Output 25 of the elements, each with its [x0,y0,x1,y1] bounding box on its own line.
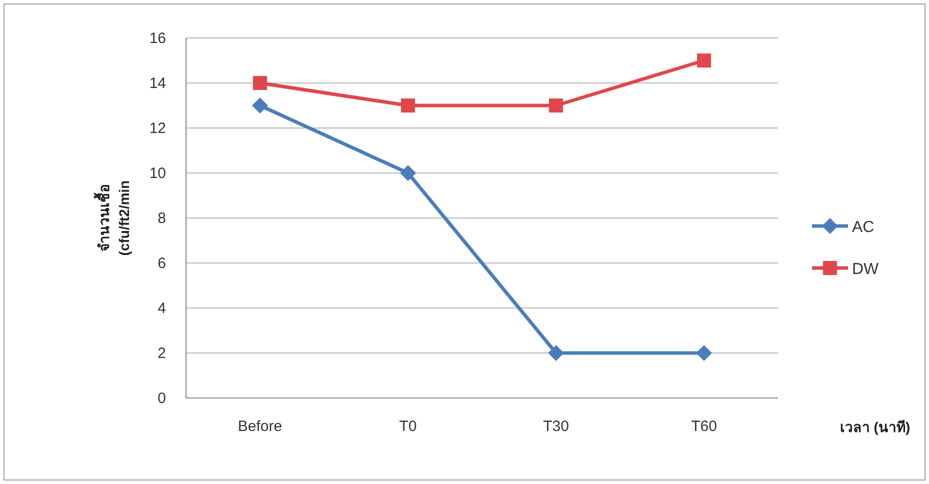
x-axis-title: เวลา (นาที) [840,419,910,435]
x-tick-label: T60 [691,418,717,435]
y-tick-label: 0 [158,390,166,407]
y-tick-label: 12 [149,120,166,137]
point [400,165,416,181]
x-tick-label: T0 [399,418,417,435]
point [697,54,711,68]
y-tick-label: 8 [158,210,166,227]
point [548,345,564,361]
y-tick-label: 4 [158,300,166,317]
point [253,76,267,90]
x-tick-label: Before [238,418,282,435]
y-tick-label: 16 [149,30,166,47]
point [252,98,268,114]
y-axis-title: จำนวนเชื้อ (cfu/ft2/min [93,180,132,256]
point [549,98,563,112]
y-tick-label: 2 [158,345,166,362]
legend-label: AC [852,219,874,236]
legend-label: DW [852,261,880,278]
point [696,345,712,361]
y-tick-label: 14 [149,75,166,92]
y-tick-label: 10 [149,165,166,182]
y-tick-label: 6 [158,255,166,272]
x-tick-label: T30 [543,418,569,435]
point [401,98,415,112]
